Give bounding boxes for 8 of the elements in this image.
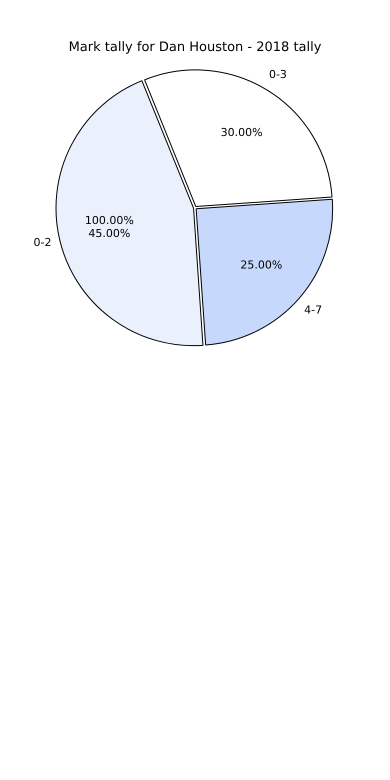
slice-label: 0-3: [268, 68, 287, 81]
slice-label: 0-2: [34, 236, 52, 249]
data-label: 25.00%: [240, 258, 282, 272]
text: 100.00%: [84, 214, 134, 227]
data-label: 30.00%: [220, 126, 263, 140]
slice-label: 4-7: [304, 303, 322, 316]
chart-title: Mark tally for Dan Houston - 2018 tally: [68, 40, 322, 56]
data-label: 45.00%: [88, 226, 130, 240]
